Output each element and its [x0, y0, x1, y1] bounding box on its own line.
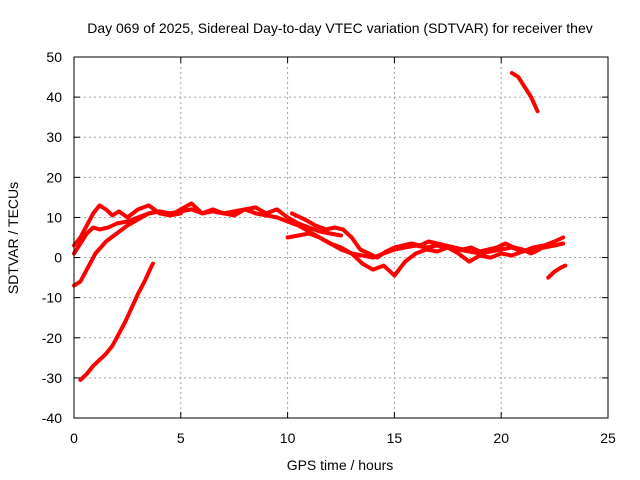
series-track-1	[78, 261, 155, 382]
y-tick-label: -20	[42, 330, 62, 346]
y-tick-label: 20	[46, 169, 62, 185]
series-track-4	[72, 209, 183, 256]
series-track-5	[285, 231, 566, 278]
y-tick-label: 10	[46, 209, 62, 225]
x-tick-label: 20	[493, 430, 509, 446]
series-track-3	[72, 201, 343, 248]
y-tick-label: -40	[42, 410, 62, 426]
plot-frame	[73, 56, 609, 419]
x-tick-label: 5	[177, 430, 185, 446]
y-tick-label: 50	[46, 49, 62, 65]
x-axis-label: GPS time / hours	[287, 457, 394, 473]
y-tick-label: -10	[42, 290, 62, 306]
x-tick-label: 15	[387, 430, 403, 446]
y-axis-label: SDTVAR / TECUs	[5, 182, 21, 294]
y-tick-label: 40	[46, 89, 62, 105]
data-series	[72, 71, 568, 382]
series-track-6	[289, 211, 542, 260]
x-tick-label: 10	[280, 430, 296, 446]
series-track-8	[546, 263, 568, 280]
series-track-7	[509, 71, 540, 114]
grid-lines	[74, 57, 608, 418]
y-tick-label: 30	[46, 129, 62, 145]
chart-title: Day 069 of 2025, Sidereal Day-to-day VTE…	[87, 20, 593, 36]
x-tick-label: 0	[70, 430, 78, 446]
x-tick-label: 25	[600, 430, 616, 446]
y-tick-label: 0	[54, 250, 62, 266]
y-tick-label: -30	[42, 370, 62, 386]
axis-ticks: -40 -30 -20 -10 0 10 20 30 40 50 0 5 10 15 20 25	[42, 49, 616, 446]
